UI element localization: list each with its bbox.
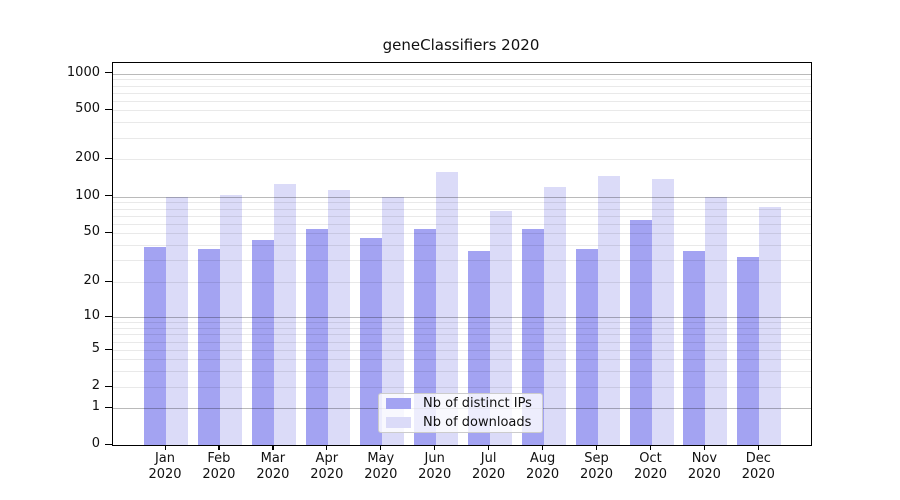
y-tick-mark-5	[105, 348, 112, 350]
legend-swatch-distinct-ips	[386, 398, 411, 409]
x-tick-label-feb: Feb 2020	[202, 451, 236, 482]
x-tick-mark-jun	[434, 445, 436, 450]
x-tick-mark-jul	[488, 445, 490, 450]
bar-downloads-jan	[166, 196, 188, 445]
bar-ips-jun	[413, 229, 436, 445]
y-tick-label-1: 1	[91, 399, 100, 414]
bar-ips-aug	[521, 229, 544, 445]
y-tick-label-0: 0	[91, 436, 100, 451]
y-tick-mark-500	[105, 108, 112, 110]
x-tick-label-sep: Sep 2020	[579, 451, 614, 482]
legend-label-downloads: Nb of downloads	[423, 415, 532, 430]
x-tick-label-jul: Jul 2020	[472, 451, 506, 482]
x-tick-mark-mar	[272, 445, 274, 450]
bar-downloads-aug	[543, 186, 566, 445]
x-tick-label-dec: Dec 2020	[741, 451, 775, 482]
y-tick-label-10: 10	[83, 308, 100, 323]
x-tick-label-jun: Jun 2020	[418, 451, 452, 482]
y-tick-label-500: 500	[75, 101, 100, 117]
x-tick-label-nov: Nov 2020	[687, 451, 721, 482]
y-tick-mark-20	[105, 280, 112, 282]
bar-downloads-nov	[705, 196, 728, 445]
bar-ips-apr	[305, 229, 328, 445]
bar-downloads-sep	[597, 176, 620, 445]
y-tick-mark-200	[105, 157, 112, 159]
plot-area	[112, 62, 812, 446]
bar-downloads-may	[381, 196, 404, 445]
x-tick-mark-jan	[164, 445, 166, 450]
x-tick-mark-feb	[218, 445, 220, 450]
bar-downloads-oct	[651, 179, 674, 445]
legend: Nb of distinct IPs Nb of downloads	[378, 393, 543, 433]
x-tick-mark-dec	[757, 445, 759, 450]
bar-downloads-jun	[435, 172, 458, 445]
x-tick-label-oct: Oct 2020	[633, 451, 668, 482]
y-tick-label-200: 200	[75, 150, 100, 166]
legend-item-distinct-ips: Nb of distinct IPs	[379, 394, 542, 413]
y-tick-label-50: 50	[83, 224, 100, 240]
bars-layer	[113, 63, 811, 445]
bar-ips-may	[359, 237, 382, 445]
y-tick-mark-1	[105, 406, 112, 408]
bar-downloads-mar	[273, 184, 296, 445]
y-tick-mark-50	[105, 231, 112, 233]
bar-ips-mar	[251, 240, 274, 445]
y-tick-mark-10	[105, 315, 112, 317]
y-tick-mark-1000	[105, 72, 112, 74]
x-tick-mark-oct	[650, 445, 652, 450]
x-tick-label-aug: Aug 2020	[526, 451, 560, 482]
y-tick-mark-2	[105, 385, 112, 387]
bar-downloads-jul	[489, 211, 512, 445]
x-tick-label-mar: Mar 2020	[256, 451, 290, 482]
legend-item-downloads: Nb of downloads	[379, 413, 542, 432]
y-tick-mark-100	[105, 195, 112, 197]
y-tick-label-100: 100	[75, 187, 100, 203]
y-tick-label-5: 5	[91, 341, 100, 357]
x-tick-mark-apr	[326, 445, 328, 450]
x-tick-mark-may	[380, 445, 382, 450]
x-tick-label-jan: Jan 2020	[148, 451, 182, 482]
x-tick-label-apr: Apr 2020	[310, 451, 344, 482]
y-tick-mark-0	[105, 443, 112, 445]
y-tick-label-1000: 1000	[66, 64, 100, 80]
x-tick-mark-aug	[542, 445, 544, 450]
x-tick-mark-nov	[703, 445, 706, 450]
legend-swatch-downloads	[386, 417, 411, 428]
x-tick-label-may: May 2020	[364, 451, 398, 482]
bar-ips-sep	[575, 249, 598, 445]
x-tick-mark-sep	[596, 445, 598, 450]
chart-title: geneClassifiers 2020	[382, 36, 540, 54]
bar-ips-feb	[197, 249, 220, 445]
y-tick-label-20: 20	[83, 273, 100, 288]
bar-downloads-feb	[219, 195, 242, 445]
legend-label-distinct-ips: Nb of distinct IPs	[423, 396, 532, 411]
y-tick-label-2: 2	[91, 378, 100, 393]
bar-ips-oct	[629, 220, 652, 445]
bar-ips-jan	[144, 246, 166, 445]
bar-ips-dec	[737, 257, 760, 445]
bar-downloads-apr	[327, 190, 350, 445]
bar-downloads-dec	[759, 207, 782, 445]
bar-ips-nov	[683, 250, 706, 445]
